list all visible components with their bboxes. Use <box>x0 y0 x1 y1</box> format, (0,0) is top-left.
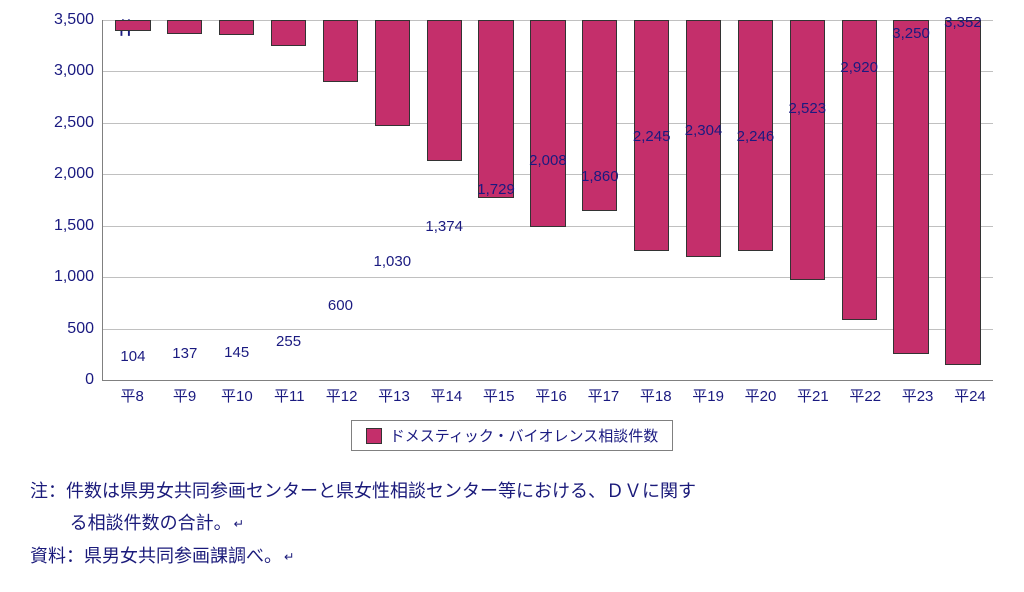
bar-value-label: 1,729 <box>477 181 515 198</box>
bar-value-label: 600 <box>328 297 353 314</box>
return-icon: ↵ <box>284 550 295 564</box>
bar-value-label: 3,352 <box>944 14 982 31</box>
bar <box>427 20 462 161</box>
bar-value-label: 2,304 <box>685 122 723 139</box>
x-axis-labels: 平8平9平10平11平12平13平14平15平16平17平18平19平20平21… <box>102 381 1000 406</box>
bar-slot: 2,523 <box>781 20 833 380</box>
x-tick-label: 平24 <box>944 385 996 406</box>
bar-slot: 1,030 <box>366 20 418 380</box>
y-tick-label: 2,500 <box>54 114 94 132</box>
legend-label: ドメスティック・バイオレンス相談件数 <box>390 425 659 446</box>
bar-slot: 1,860 <box>574 20 626 380</box>
bar-value-label: 2,920 <box>840 59 878 76</box>
bar-value-label: 137 <box>172 345 197 362</box>
x-tick-label: 平12 <box>315 385 367 406</box>
bars-container: 104 137 145 255 600 1,030 1,374 1,729 2,008 1,860… <box>103 20 993 380</box>
footnotes: 注：件数は県男女共同参画センターと県女性相談センター等における、ＤＶに関す る相… <box>30 475 994 572</box>
bar-slot: 1,374 <box>418 20 470 380</box>
bar-slot: 255 <box>263 20 315 380</box>
x-tick-label: 平15 <box>473 385 525 406</box>
x-tick-label: 平11 <box>263 385 315 406</box>
bar-value-label: 2,523 <box>789 100 827 117</box>
x-tick-label: 平13 <box>368 385 420 406</box>
y-tick-label: 3,500 <box>54 11 94 29</box>
y-tick-label: 3,000 <box>54 62 94 80</box>
y-tick-label: 500 <box>67 320 94 338</box>
x-tick-label: 平22 <box>839 385 891 406</box>
bar <box>375 20 410 126</box>
bar-value-label: 1,030 <box>374 253 412 270</box>
x-tick-label: 平8 <box>106 385 158 406</box>
bar <box>790 20 825 280</box>
bar <box>115 20 150 31</box>
bar-slot: 600 <box>315 20 367 380</box>
x-tick-label: 平10 <box>211 385 263 406</box>
bar-slot: 137 <box>159 20 211 380</box>
bar-slot: 2,008 <box>522 20 574 380</box>
footnote-line-3: 資料：県男女共同参画課調べ。↵ <box>30 540 994 572</box>
bar-slot: 3,250 <box>885 20 937 380</box>
legend-swatch <box>366 428 382 444</box>
x-tick-label: 平14 <box>420 385 472 406</box>
bar-slot: 104 <box>107 20 159 380</box>
bar-value-label: 255 <box>276 333 301 350</box>
x-tick-label: 平20 <box>734 385 786 406</box>
legend: ドメスティック・バイオレンス相談件数 <box>351 420 674 451</box>
bar-slot: 2,245 <box>626 20 678 380</box>
bar <box>478 20 513 198</box>
y-tick-label: 1,500 <box>54 217 94 235</box>
x-tick-label: 平23 <box>891 385 943 406</box>
bar-slot: 2,920 <box>833 20 885 380</box>
bar <box>893 20 928 354</box>
bar-value-label: 104 <box>120 348 145 365</box>
x-tick-label: 平9 <box>158 385 210 406</box>
return-icon: ↵ <box>234 517 245 531</box>
x-tick-label: 平17 <box>577 385 629 406</box>
bar <box>167 20 202 34</box>
bar <box>219 20 254 35</box>
bar <box>530 20 565 227</box>
bar-slot: 2,246 <box>730 20 782 380</box>
bar-value-label: 2,246 <box>737 128 775 145</box>
bar-value-label: 1,374 <box>425 218 463 235</box>
y-axis-labels: 05001,0001,5002,0002,5003,0003,500 <box>32 20 94 380</box>
bar-chart: 05001,0001,5002,0002,5003,0003,500 件 104… <box>32 20 992 451</box>
plot-area: 104 137 145 255 600 1,030 1,374 1,729 2,008 1,860… <box>102 20 993 381</box>
x-tick-label: 平21 <box>787 385 839 406</box>
y-tick-label: 0 <box>85 371 94 389</box>
bar-slot: 2,304 <box>678 20 730 380</box>
footnote-line-2: る相談件数の合計。↵ <box>30 507 994 539</box>
x-tick-label: 平16 <box>525 385 577 406</box>
bar <box>271 20 306 46</box>
bar <box>945 20 980 365</box>
bar-slot: 1,729 <box>470 20 522 380</box>
bar-value-label: 145 <box>224 344 249 361</box>
bar-slot: 145 <box>211 20 263 380</box>
y-tick-label: 2,000 <box>54 165 94 183</box>
footnote-line-1: 注：件数は県男女共同参画センターと県女性相談センター等における、ＤＶに関す <box>30 475 994 507</box>
y-tick-label: 1,000 <box>54 268 94 286</box>
bar-value-label: 2,008 <box>529 152 567 169</box>
bar-value-label: 2,245 <box>633 128 671 145</box>
bar-value-label: 3,250 <box>892 25 930 42</box>
bar-value-label: 1,860 <box>581 168 619 185</box>
bar-slot: 3,352 <box>937 20 989 380</box>
bar <box>323 20 358 82</box>
x-tick-label: 平19 <box>682 385 734 406</box>
x-tick-label: 平18 <box>630 385 682 406</box>
